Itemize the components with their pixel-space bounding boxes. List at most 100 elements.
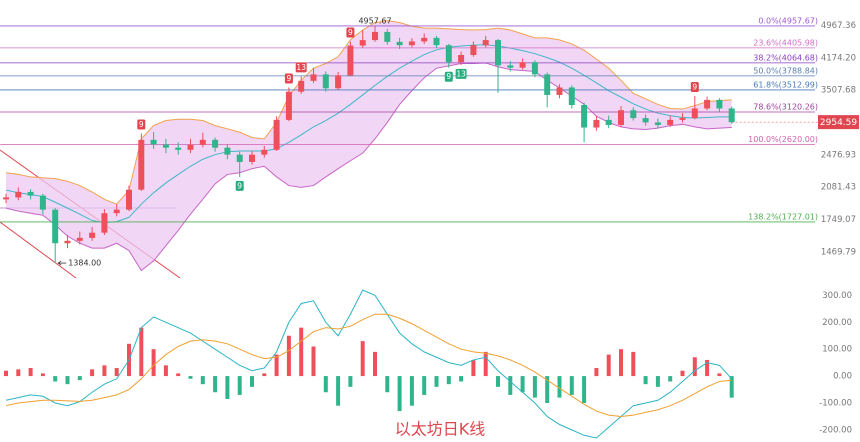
macd-bar: [237, 376, 242, 395]
td-signal: 9: [139, 120, 144, 129]
candle-body: [482, 40, 489, 46]
candle-body: [89, 232, 96, 238]
macd-bar: [619, 349, 623, 377]
td-signal: 9: [446, 72, 451, 81]
macd-bar: [4, 370, 8, 377]
macd-bar: [594, 368, 599, 377]
td-signal: 9: [692, 83, 697, 92]
macd-bar: [582, 376, 587, 403]
candle-body: [76, 237, 83, 241]
macd-bar: [114, 368, 119, 377]
macd-bar: [188, 376, 193, 379]
y-tick-label: 1749.07: [821, 215, 856, 225]
candle-body: [445, 45, 452, 63]
candle-body: [654, 122, 661, 125]
annotation-arrow-head: [57, 260, 62, 266]
macd-bar: [434, 376, 439, 387]
y-tick-label: 2081.43: [821, 183, 856, 193]
macd-bar: [65, 376, 70, 385]
candle-body: [704, 99, 711, 109]
candle-body: [113, 209, 120, 214]
price-annotation: 1384.00: [68, 259, 101, 268]
macd-bar: [28, 368, 33, 377]
candle-body: [236, 154, 243, 162]
candle-body: [187, 144, 194, 150]
macd-bar: [729, 376, 734, 398]
macd-bar: [311, 346, 316, 377]
td-signal: 13: [456, 69, 466, 78]
candle-body: [531, 62, 538, 75]
candle-body: [728, 108, 735, 123]
y-tick-label: 3507.68: [821, 86, 856, 96]
td-signal: 9: [287, 74, 292, 83]
macd-bar: [286, 335, 291, 377]
candle-body: [421, 37, 428, 42]
fib-label: 0.0%(4957.67): [758, 16, 818, 25]
candle-body: [581, 104, 588, 128]
candle-body: [679, 118, 686, 120]
macd-bar: [508, 376, 513, 395]
td-signal-box: [455, 68, 467, 79]
macd-bar: [385, 376, 390, 393]
candle-body: [212, 139, 219, 148]
candle-body: [458, 54, 465, 63]
y-tick-label: 4174.20: [821, 53, 856, 63]
td-signal-box: [137, 119, 146, 130]
candle-body: [15, 191, 22, 198]
candle-body: [150, 139, 157, 145]
macd-bar: [692, 357, 697, 377]
macd-bar: [705, 359, 710, 377]
candle-body: [224, 147, 231, 155]
macd-bar: [520, 376, 525, 393]
macd-dif: [5, 289, 733, 439]
y-tick-label: 300.00: [822, 291, 852, 301]
candle-body: [310, 74, 317, 81]
macd-bar: [176, 373, 181, 377]
macd-bar: [16, 369, 21, 377]
candle-body: [568, 87, 575, 105]
macd-bar: [569, 376, 574, 395]
macd-bar: [151, 349, 156, 377]
macd-bar: [213, 376, 218, 393]
candle-body: [519, 62, 526, 68]
macd-bar: [262, 373, 267, 377]
fib-label: 100.0%(2620.00): [748, 135, 818, 144]
candle-body: [605, 119, 612, 125]
candle-body: [249, 154, 255, 162]
macd-bar: [373, 351, 377, 377]
candle-body: [175, 147, 182, 150]
macd-bar: [323, 376, 328, 393]
candle-body: [495, 40, 501, 66]
macd-bar: [299, 327, 304, 377]
candle-body: [470, 45, 477, 55]
candle-body: [642, 118, 649, 123]
candle-body: [593, 119, 600, 128]
candle-body: [618, 110, 624, 125]
watermark: 以太坊日K线: [395, 420, 486, 439]
fib-label: 78.6%(3120.26): [753, 102, 818, 111]
macd-bar: [545, 376, 550, 403]
candle-body: [273, 119, 280, 150]
candle-body: [691, 108, 698, 119]
candle-body: [27, 191, 34, 196]
macd-bar: [606, 354, 611, 377]
td-signal-box: [235, 180, 244, 191]
y-tick-label: 100.00: [822, 345, 852, 355]
macd-bar: [225, 376, 230, 399]
macd-bar: [483, 351, 488, 377]
y-tick-label: 4967.36: [821, 21, 856, 31]
macd-bar: [163, 365, 168, 377]
candle-body: [126, 189, 132, 210]
fib-label: 61.8%(3512.99): [753, 80, 818, 89]
candle-body: [285, 91, 292, 120]
td-signal: 9: [237, 181, 242, 190]
y-tick-label: -100.00: [819, 398, 852, 408]
candle-body: [52, 209, 59, 244]
td-signal: 9: [348, 28, 353, 37]
td-signal-box: [690, 82, 699, 93]
fib-label: 38.2%(4064.68): [753, 53, 818, 62]
candle-body: [716, 99, 723, 109]
candle-body: [101, 213, 108, 233]
candle-body: [64, 240, 71, 244]
candle-body: [372, 31, 378, 41]
